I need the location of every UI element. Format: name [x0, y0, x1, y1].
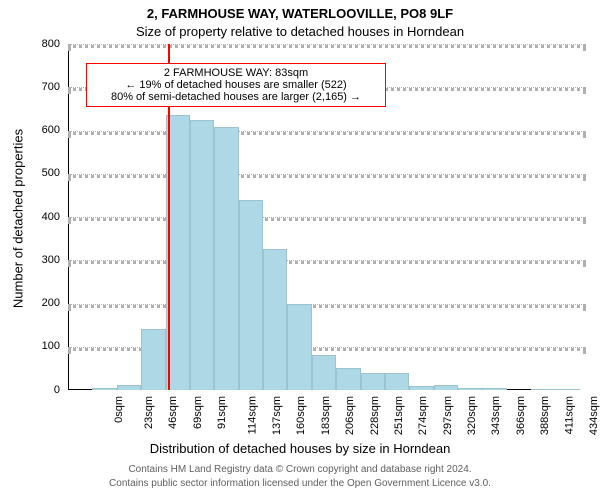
x-tick-label: 0sqm [113, 396, 125, 423]
histogram-bar [117, 385, 141, 390]
y-tick-label: 0 [0, 384, 60, 396]
y-tick-label: 400 [0, 211, 60, 223]
histogram-bar [214, 127, 238, 390]
histogram-bar [287, 304, 311, 391]
x-tick-label: 137sqm [271, 396, 283, 435]
gridline [68, 131, 586, 135]
histogram-bar [531, 389, 555, 390]
x-tick-label: 366sqm [515, 396, 527, 435]
chart-subtitle: Size of property relative to detached ho… [0, 24, 600, 39]
histogram-bar [336, 368, 360, 390]
footer-line-2: Contains public sector information licen… [0, 478, 600, 489]
x-tick-label: 320sqm [466, 396, 478, 435]
x-tick-label: 251sqm [393, 396, 405, 435]
x-tick-label: 91sqm [216, 396, 228, 429]
histogram-bar [312, 355, 336, 390]
x-tick-label: 274sqm [417, 396, 429, 435]
x-tick-label: 114sqm [246, 396, 258, 434]
x-tick-label: 388sqm [539, 396, 551, 435]
x-axis-label: Distribution of detached houses by size … [0, 441, 600, 456]
gridline [68, 260, 586, 264]
histogram-bar [556, 389, 580, 390]
y-tick-label: 800 [0, 38, 60, 50]
histogram-bar [385, 373, 409, 390]
y-tick-label: 500 [0, 167, 60, 179]
x-tick-label: 434sqm [588, 396, 600, 435]
x-tick-label: 46sqm [167, 396, 179, 429]
chart-title: 2, FARMHOUSE WAY, WATERLOOVILLE, PO8 9LF [0, 6, 600, 21]
annotation-line: 2 FARMHOUSE WAY: 83sqm [90, 67, 382, 79]
y-tick-label: 300 [0, 254, 60, 266]
chart-container: 2, FARMHOUSE WAY, WATERLOOVILLE, PO8 9LF… [0, 0, 600, 500]
histogram-bar [458, 388, 482, 390]
annotation-line: 80% of semi-detached houses are larger (… [90, 91, 382, 103]
histogram-bar [482, 388, 506, 390]
plot-area: 2 FARMHOUSE WAY: 83sqm← 19% of detached … [68, 44, 580, 390]
x-tick-label: 411sqm [563, 396, 575, 434]
y-tick-label: 100 [0, 340, 60, 352]
histogram-bar [190, 120, 214, 390]
annotation-box: 2 FARMHOUSE WAY: 83sqm← 19% of detached … [86, 63, 386, 107]
x-tick-label: 228sqm [369, 396, 381, 435]
gridline [68, 44, 586, 48]
y-tick-label: 200 [0, 297, 60, 309]
x-tick-label: 23sqm [143, 396, 155, 429]
histogram-bar [92, 388, 116, 390]
y-tick-label: 700 [0, 81, 60, 93]
gridline [68, 217, 586, 221]
histogram-bar [361, 373, 385, 390]
x-tick-label: 206sqm [344, 396, 356, 435]
x-tick-label: 69sqm [192, 396, 204, 429]
histogram-bar [434, 385, 458, 390]
x-tick-label: 183sqm [320, 396, 332, 435]
gridline [68, 304, 586, 308]
y-tick-label: 600 [0, 124, 60, 136]
gridline [68, 174, 586, 178]
annotation-line: ← 19% of detached houses are smaller (52… [90, 79, 382, 91]
x-tick-label: 160sqm [295, 396, 307, 435]
histogram-bar [141, 329, 165, 390]
histogram-bar [263, 249, 287, 390]
x-tick-label: 343sqm [491, 396, 503, 435]
footer-line-1: Contains HM Land Registry data © Crown c… [0, 464, 600, 475]
histogram-bar [239, 200, 263, 390]
histogram-bar [409, 386, 433, 390]
x-tick-label: 297sqm [442, 396, 454, 435]
